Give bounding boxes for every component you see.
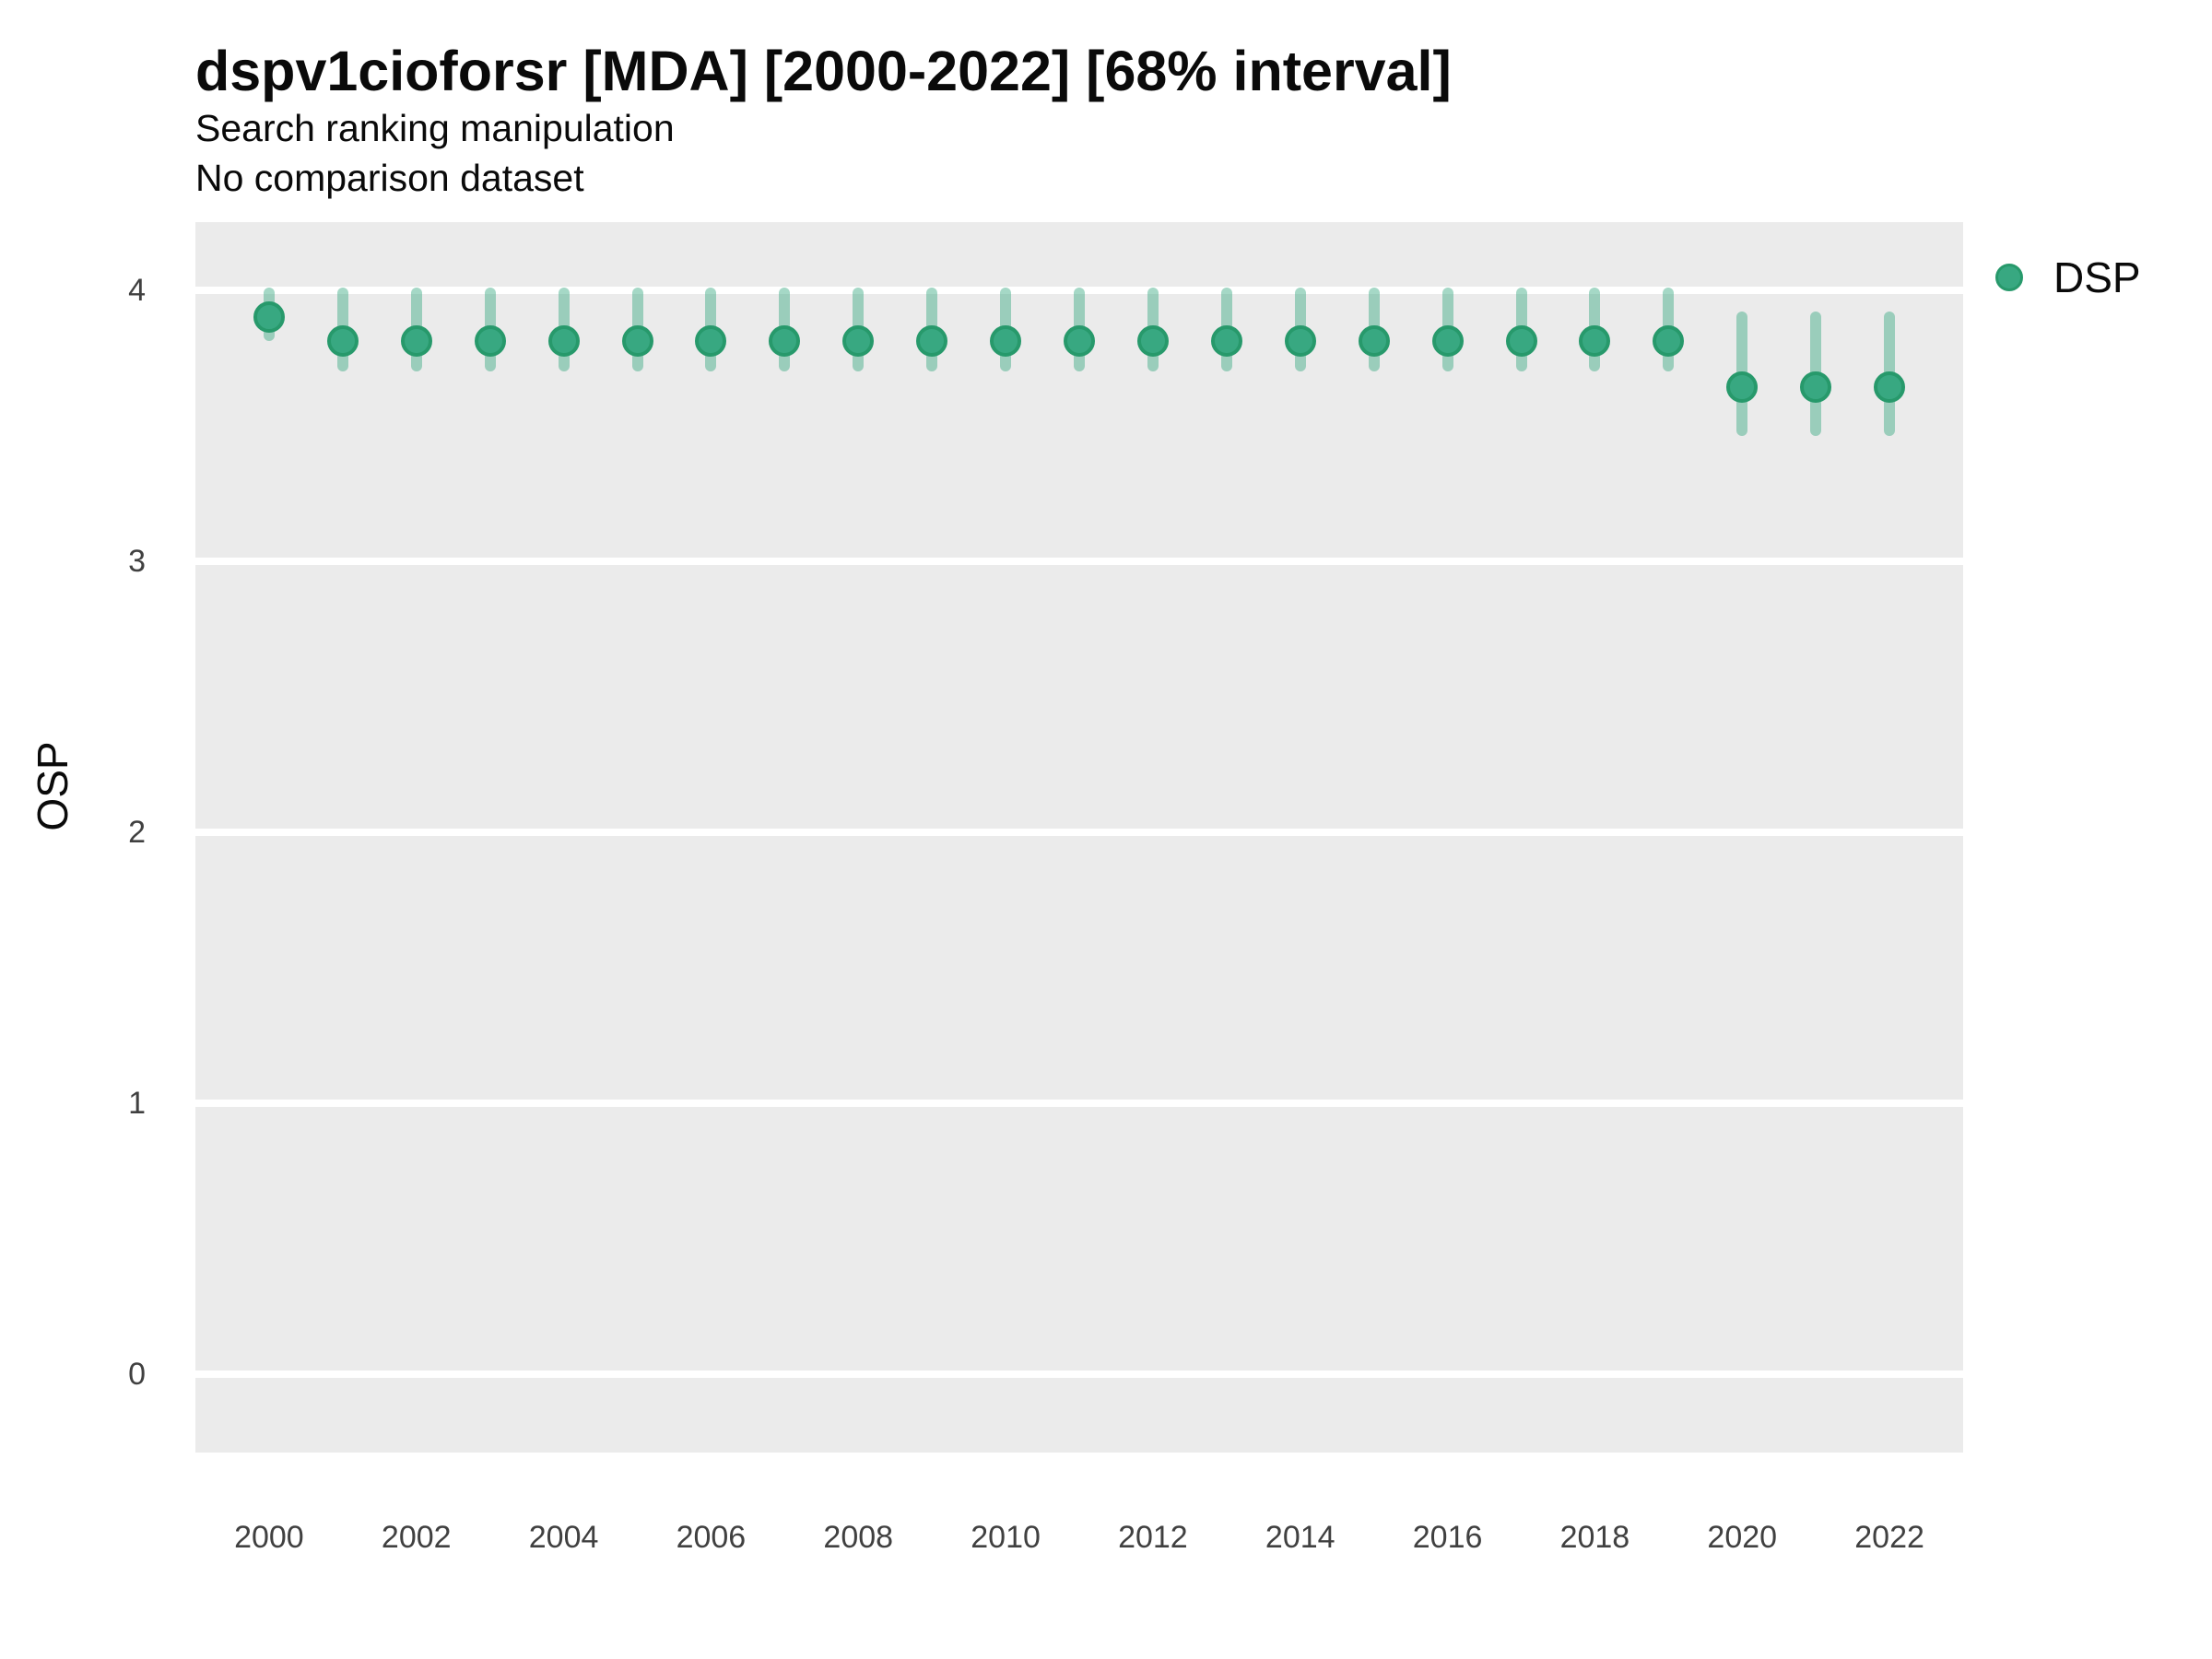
data-point-2018 [1579, 325, 1611, 358]
y-tick-label-0: 0 [128, 1356, 146, 1392]
x-tick-label-2022: 2022 [1854, 1520, 1924, 1555]
data-point-2019 [1653, 325, 1685, 358]
chart-title: dspv1cioforsr [MDA] [2000-2022] [68% int… [195, 40, 1452, 102]
x-tick-label-2002: 2002 [381, 1520, 452, 1555]
data-point-2016 [1431, 325, 1464, 358]
data-point-2021 [1800, 371, 1832, 404]
gridline-y-2 [195, 828, 1963, 836]
chart-subtitle: Search ranking manipulation [195, 107, 675, 149]
data-point-2003 [474, 325, 506, 358]
x-tick-label-2012: 2012 [1118, 1520, 1188, 1555]
plot-panel [195, 222, 1963, 1453]
data-point-2005 [621, 325, 653, 358]
x-tick-label-2016: 2016 [1412, 1520, 1483, 1555]
data-point-2014 [1284, 325, 1316, 358]
data-point-2006 [695, 325, 727, 358]
y-tick-label-4: 4 [128, 272, 146, 308]
y-tick-label-1: 1 [128, 1085, 146, 1121]
data-point-2012 [1136, 325, 1169, 358]
gridline-y-1 [195, 1099, 1963, 1107]
data-point-2004 [547, 325, 580, 358]
x-tick-label-2008: 2008 [823, 1520, 894, 1555]
x-tick-label-2010: 2010 [971, 1520, 1041, 1555]
y-tick-label-2: 2 [128, 814, 146, 850]
data-point-2002 [400, 325, 432, 358]
data-point-2000 [253, 300, 285, 333]
chart-subtitle-2: No comparison dataset [195, 157, 584, 199]
data-point-2013 [1210, 325, 1242, 358]
x-tick-label-2000: 2000 [234, 1520, 304, 1555]
legend-label: DSP [2053, 253, 2141, 301]
data-point-2020 [1726, 371, 1759, 404]
data-point-2011 [1064, 325, 1095, 358]
gridline-y-0 [195, 1370, 1963, 1378]
data-point-2015 [1358, 325, 1390, 358]
data-point-2007 [769, 325, 801, 358]
x-tick-label-2006: 2006 [676, 1520, 747, 1555]
gridline-y-4 [195, 286, 1963, 294]
data-point-2010 [990, 325, 1022, 358]
x-tick-label-2004: 2004 [528, 1520, 599, 1555]
x-tick-label-2018: 2018 [1559, 1520, 1630, 1555]
x-tick-label-2014: 2014 [1265, 1520, 1335, 1555]
data-point-2009 [916, 325, 948, 358]
y-tick-label-3: 3 [128, 543, 146, 579]
gridline-y-3 [195, 557, 1963, 565]
data-point-2017 [1505, 325, 1537, 358]
data-point-2022 [1874, 371, 1906, 404]
legend: DSP [1982, 247, 2141, 308]
legend-marker-icon [1995, 264, 2023, 291]
x-tick-label-2020: 2020 [1707, 1520, 1778, 1555]
data-point-2008 [842, 325, 875, 358]
data-point-2001 [326, 325, 359, 358]
